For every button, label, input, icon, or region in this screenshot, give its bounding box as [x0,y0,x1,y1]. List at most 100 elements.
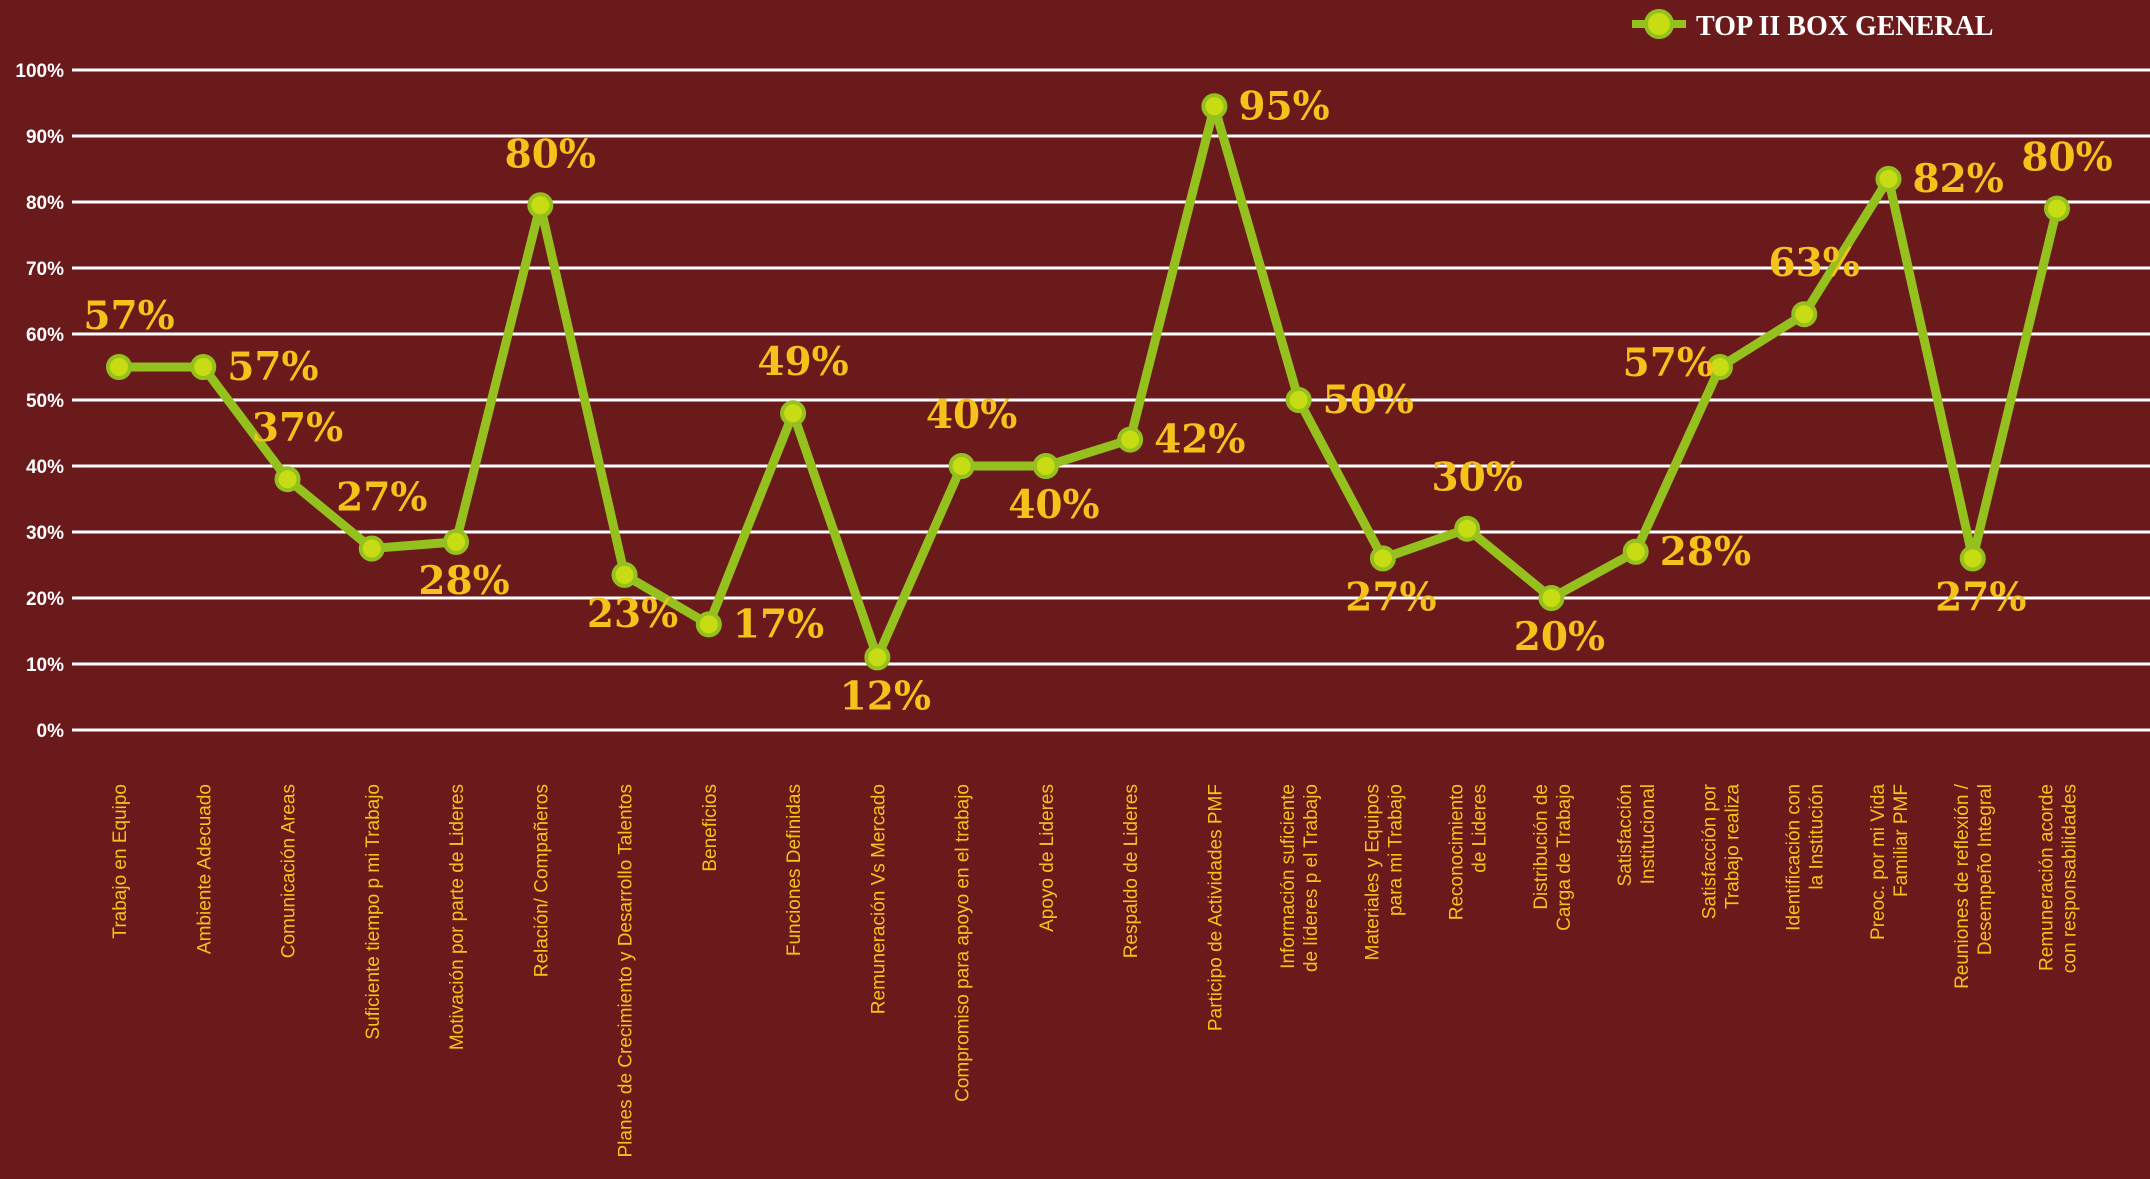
data-point [1285,387,1312,413]
data-label: 12% [840,673,931,719]
data-point [106,354,132,380]
data-point [1791,301,1818,328]
x-tick-label-line: Reconocimiento [1447,784,1468,920]
y-tick-label: 30% [26,523,64,544]
data-label: 17% [733,601,824,647]
x-tick-label: Satisfacción Institucional [1615,784,1659,886]
data-label: 95% [1238,83,1329,129]
x-tick-label: Satisfacción por Trabajo realiza [1699,783,1743,919]
x-tick-label-line: Planes de Crecimiento y Desarrollo Talen… [616,784,637,1158]
data-label: 57% [1623,340,1714,386]
data-point [1622,538,1649,565]
data-label: 50% [1323,377,1414,423]
legend-label: TOP II BOX GENERAL [1696,11,1993,42]
x-tick-label-line: para mi Trabajo [1385,784,1406,916]
data-label: 27% [1345,574,1436,620]
y-tick-label: 90% [26,127,64,148]
y-axis: 0% 10% 20% 30% 40% 50% 60% 70% 80% 90% 100% [15,61,64,742]
x-tick-label: Trabajo en Equipo [110,784,131,939]
data-point [1201,93,1228,120]
data-label: 30% [1432,455,1523,501]
data-point [695,611,722,638]
x-tick-label-line: de líderes p el Trabajo [1301,784,1322,972]
x-tick-label-line: Información suficiente [1278,784,1299,969]
x-tick-label-line: de Lideres [1470,784,1491,873]
data-point [527,192,554,219]
data-label: 28% [1660,529,1751,575]
x-tick-label-line: Apoyo de Lideres [1037,784,1058,932]
x-tick-label: Preoc. por mi Vida Familiar PMF [1868,784,1912,940]
x-tick-label: Remuneración acorde con responsabilidades [2037,784,2081,973]
x-tick-label: Identificación con la Institución [1784,784,1828,931]
y-tick-label: 20% [26,589,64,610]
data-point [864,644,891,671]
x-tick-label-line: Remuneración Vs Mercado [868,784,889,1014]
gridlines [72,68,2150,732]
x-tick-label-line: Comunicación Areas [279,784,300,958]
x-tick-label-line: Carga de Trabajo [1554,784,1575,931]
x-tick-label-line: Compromiso para apoyo en el trabajo [953,784,974,1102]
x-tick-label: Ambiente Adecuado [194,784,215,954]
y-tick-label: 80% [26,193,64,214]
data-label: 23% [587,591,678,637]
x-tick-label-line: Respaldo de Lideres [1121,784,1142,958]
x-tick-label: Información suficiente de líderes p el Tr… [1278,784,1322,972]
x-tick-label: Relación/ Compañeros [531,784,552,977]
x-tick-label-line: Participo de Actividades PMF [1205,784,1226,1031]
data-label: 49% [757,339,848,385]
x-tick-label-line: Satisfacción [1615,784,1636,886]
x-tick-label: Comunicación Areas [279,784,300,958]
data-point [1875,165,1902,192]
x-tick-label: Suficiente tiempo p mi Trabajo [363,784,384,1040]
data-label: 80% [2021,135,2112,181]
x-tick-label-line: Desempeño Integral [1975,784,1996,955]
data-point [1369,545,1396,572]
x-tick-label-line: Satisfacción por [1699,783,1720,919]
data-label: 37% [252,405,343,451]
x-tick-label-line: Relación/ Compañeros [531,784,552,977]
x-tick-label: Apoyo de Lideres [1037,784,1058,932]
x-axis: Trabajo en Equipo Ambiente Adecuado Comuni… [110,783,2081,1157]
legend: TOP II BOX GENERAL [1632,9,1993,42]
x-tick-label-line: Familiar PMF [1891,784,1912,897]
x-tick-label: Funciones Definidas [784,784,805,956]
data-label: 57% [83,293,174,339]
x-tick-label-line: Funciones Definidas [784,784,805,956]
x-tick-label: Planes de Crecimiento y Desarrollo Talen… [616,784,637,1158]
data-point [1032,453,1059,479]
x-tick-label: Beneficios [700,784,721,872]
x-tick-label: Participo de Actividades PMF [1205,784,1226,1031]
data-label: 42% [1154,417,1245,463]
x-tick-label-line: Identificación con [1784,784,1805,931]
data-label: 63% [1769,240,1860,286]
x-tick-label: Distribución de Carga de Trabajo [1531,784,1575,931]
x-tick-label: Materiales y Equipos para mi Trabajo [1362,784,1406,960]
data-point [780,400,807,427]
x-tick-label-line: Remuneración acorde [2037,784,2058,971]
x-tick-label-line: Trabajo en Equipo [110,784,131,939]
x-tick-label: Remuneración Vs Mercado [868,784,889,1014]
x-tick-label-line: Motivación por parte de Lideres [447,784,468,1050]
x-tick-label: Motivación por parte de Lideres [447,784,468,1050]
x-tick-label-line: Preoc. por mi Vida [1868,784,1889,940]
data-point [1117,426,1144,453]
data-point [948,453,975,479]
x-tick-label: Reuniones de reflexión / Desempeño Integr… [1952,783,1996,989]
data-point [274,466,301,493]
data-point [190,354,217,380]
y-tick-label: 70% [26,259,64,280]
data-label: 28% [418,558,509,604]
y-tick-label: 10% [26,655,64,676]
data-label: 57% [227,344,318,390]
x-tick-label-line: Reuniones de reflexión / [1952,783,1973,989]
data-point [1454,515,1481,542]
y-tick-label: 0% [37,721,65,742]
data-point [358,535,385,562]
x-tick-label-line: Materiales y Equipos [1362,784,1383,960]
y-tick-label: 100% [15,61,64,82]
legend-marker-swatch [1644,9,1674,39]
data-point [1959,545,1986,572]
x-tick-label-line: con responsabilidades [2060,784,2081,973]
data-label: 82% [1912,156,2003,202]
